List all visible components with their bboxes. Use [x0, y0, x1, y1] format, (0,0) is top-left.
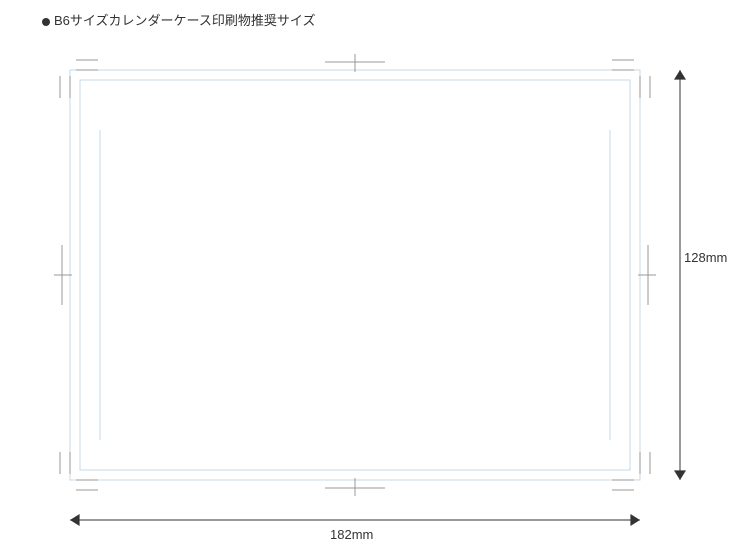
height-dimension-label: 128mm — [684, 250, 727, 265]
diagram-title: B6サイズカレンダーケース印刷物推奨サイズ — [42, 10, 315, 29]
title-text: B6サイズカレンダーケース印刷物推奨サイズ — [54, 13, 315, 28]
diagram-svg — [30, 40, 710, 540]
dimension-diagram: 182mm 128mm — [30, 40, 710, 540]
width-dimension-label: 182mm — [330, 527, 373, 542]
bullet-icon — [42, 18, 50, 26]
